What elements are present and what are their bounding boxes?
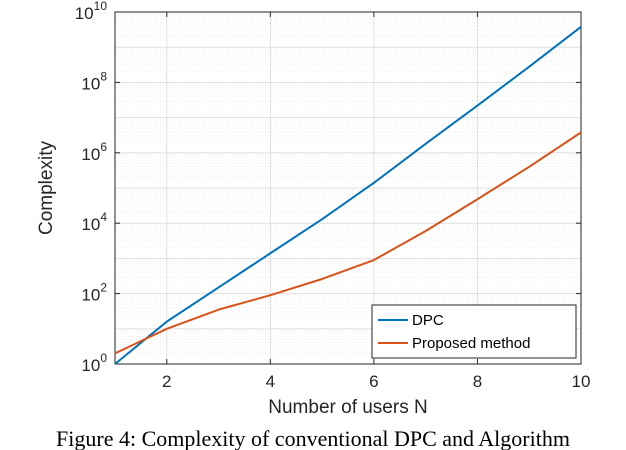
y-tick-label: 104 [81, 210, 107, 234]
legend-label-dpc: DPC [412, 312, 444, 329]
x-tick-label: 10 [572, 372, 591, 391]
y-tick-label: 106 [81, 140, 107, 164]
legend-label-proposed: Proposed method [412, 335, 530, 352]
axis-ticks [115, 11, 582, 365]
y-tick-labels: 100 102 104 106 108 1010 [75, 0, 108, 375]
y-tick-label: 108 [81, 69, 107, 93]
major-grid [115, 12, 581, 364]
complexity-chart: 2 4 6 8 10 100 102 104 106 108 1010 Number of use… [36, 0, 590, 418]
legend: DPC Proposed method [371, 304, 577, 359]
y-tick-label: 1010 [75, 0, 108, 23]
x-axis-label: Number of users N [268, 397, 427, 418]
plot-frame [114, 11, 582, 365]
x-tick-label: 8 [473, 372, 482, 391]
series-layer [114, 25, 582, 365]
figure-caption: Figure 4: Complexity of conventional DPC… [56, 426, 570, 450]
series-line-dpc [114, 25, 582, 365]
legend-box [371, 304, 577, 359]
x-tick-label: 2 [162, 372, 171, 391]
x-tick-label: 6 [369, 372, 378, 391]
x-tick-labels: 2 4 6 8 10 [162, 372, 590, 391]
x-tick-label: 4 [266, 372, 275, 391]
y-axis-label: Complexity [36, 141, 57, 235]
y-tick-label: 100 [81, 351, 107, 375]
series-line-proposed [114, 131, 582, 355]
y-tick-label: 102 [81, 281, 107, 305]
